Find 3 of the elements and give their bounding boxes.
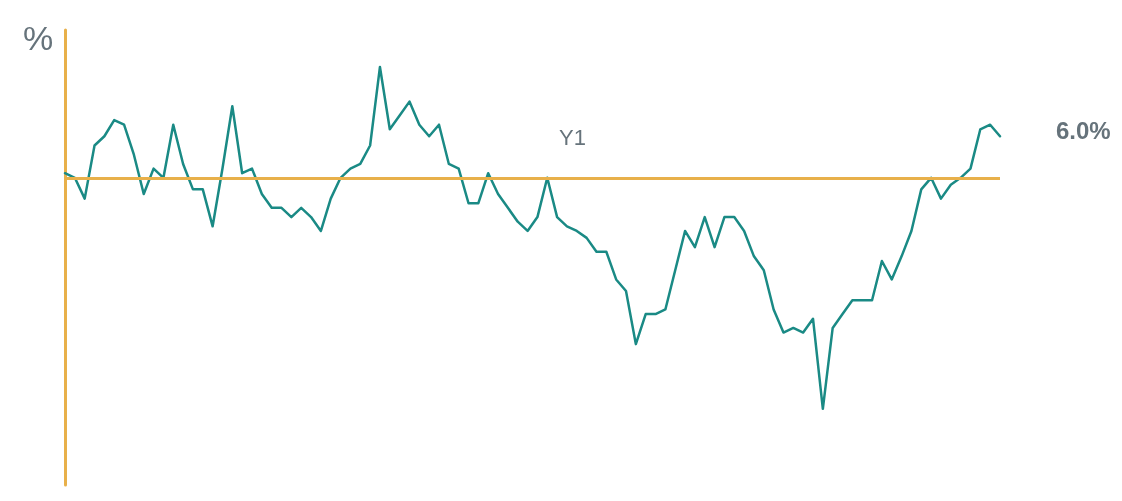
text: 6.0% [1056, 116, 1111, 144]
y-axis-title: % [23, 19, 54, 57]
annotation: Y1 [559, 124, 586, 150]
